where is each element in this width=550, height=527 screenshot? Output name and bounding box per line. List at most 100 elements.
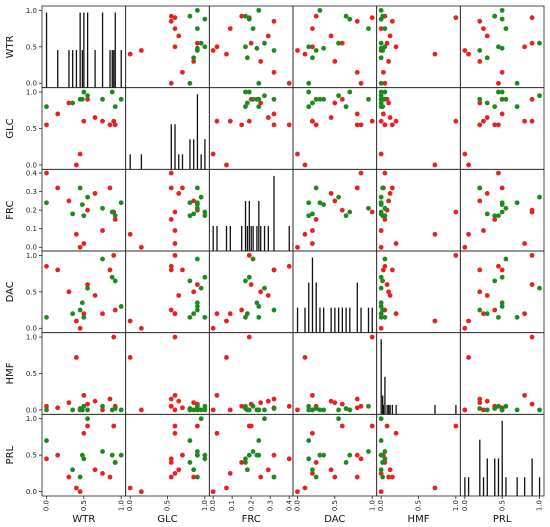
scatter-point-dac-frc-4 [210,325,216,331]
scatter-point-hmf-frc-8 [227,407,233,413]
scatter-point-frc-hmf-10 [453,209,459,215]
scatter-point-glc-wtr-7 [92,115,98,120]
histogram-bar-frc-0 [212,225,214,251]
scatter-point-frc-prl-1 [499,185,505,191]
scatter-point-wtr-prl-16 [496,44,501,50]
scatter-point-wtr-dac-20 [343,13,349,19]
histogram-bar-wtr-14 [114,12,116,88]
scatter-point-frc-wtr-5 [81,241,87,246]
scatter-point-hmf-prl-9 [477,396,483,402]
scatter-point-wtr-prl-10 [529,15,535,21]
scatter-point-dac-frc-18 [250,256,256,262]
scatter-point-wtr-glc-11 [168,13,174,19]
scatter-point-wtr-hmf-2 [386,59,392,64]
scatter-point-dac-glc-19 [202,274,208,280]
scatter-point-hmf-prl-18 [503,403,509,409]
scatter-point-hmf-dac-18 [366,403,371,409]
scatter-point-prl-glc-9 [168,474,174,480]
scatter-point-hmf-frc-7 [265,398,271,404]
scatter-point-hmf-glc-17 [198,407,204,413]
scatter-point-dac-prl-13 [484,311,490,317]
scatter-point-prl-wtr-7 [92,467,98,473]
scatter-point-prl-frc-21 [256,452,262,458]
scatter-point-frc-hmf-2 [386,198,392,204]
scatter-point-hmf-prl-12 [514,407,520,413]
scatter-point-dac-glc-13 [191,311,197,317]
scatter-point-frc-prl-21 [499,200,505,206]
scatter-point-glc-prl-5 [522,118,527,124]
scatter-point-glc-prl-4 [462,151,468,157]
scatter-point-glc-frc-16 [243,89,248,95]
scatter-point-wtr-hmf-3 [432,51,438,57]
scatter-point-glc-prl-21 [499,96,505,102]
scatter-point-hmf-frc-21 [256,407,262,413]
scatter-point-prl-dac-18 [366,449,371,454]
scatter-point-glc-wtr-18 [100,96,105,102]
histogram-bar-hmf-1 [382,395,384,415]
scatter-point-frc-dac-5 [310,241,315,246]
histogram-bar-glc-4 [178,154,180,170]
scatter-point-prl-hmf-21 [378,452,384,458]
scatter-point-glc-hmf-13 [378,100,384,106]
scatter-point-prl-glc-20 [187,460,193,465]
scatter-point-dac-hmf-2 [386,289,392,295]
scatter-point-glc-dac-13 [310,100,315,106]
scatter-point-prl-glc-8 [172,471,178,476]
scatter-point-wtr-frc-16 [243,44,248,50]
scatter-point-wtr-hmf-1 [380,69,386,75]
scatter-point-glc-hmf-21 [378,96,384,102]
scatter-point-prl-dac-15 [321,452,327,458]
scatter-point-dac-prl-2 [477,289,483,295]
scatter-point-glc-prl-8 [481,118,486,124]
x-tick-label-frc-3: 0.3 [266,500,274,511]
scatter-point-dac-prl-0 [496,263,501,269]
scatter-point-prl-frc-8 [227,471,233,476]
histogram-bar-prl-5 [494,458,496,496]
histogram-bar-glc-7 [193,139,195,170]
histogram-bar-dac-16 [371,307,373,333]
histogram-bar-frc-6 [246,225,249,251]
scatter-point-glc-frc-20 [243,104,248,110]
scatter-point-hmf-dac-3 [302,355,308,360]
x-tick-label-glc-2: 1.0 [201,500,209,511]
scatter-point-hmf-dac-12 [306,407,312,413]
scatter-point-prl-frc-17 [262,416,267,422]
scatter-point-dac-prl-4 [462,325,468,331]
x-tick-label-wtr-0: 0.0 [43,500,51,511]
scatter-point-prl-dac-14 [313,474,319,480]
scatter-point-hmf-frc-10 [246,334,252,340]
scatter-point-hmf-frc-5 [214,392,220,398]
scatter-point-frc-wtr-3 [73,231,79,237]
scatter-point-frc-wtr-4 [77,244,83,250]
cell-frame-wtr-hmf [376,5,461,89]
scatter-point-dac-wtr-8 [100,311,105,317]
scatter-point-frc-hmf-14 [380,185,386,191]
scatter-point-dac-hmf-16 [382,314,388,320]
scatter-point-hmf-wtr-0 [44,403,49,409]
scatter-point-hmf-wtr-3 [73,355,79,360]
scatter-point-glc-frc-11 [239,122,245,128]
cell-frame-dac-prl [459,250,545,334]
scatter-point-wtr-prl-15 [499,45,505,51]
scatter-point-frc-prl-11 [492,217,498,222]
scatter-point-wtr-hmf-6 [384,40,390,46]
scatter-point-dac-glc-1 [180,267,185,273]
scatter-point-glc-hmf-20 [380,104,386,110]
scatter-point-wtr-frc-11 [239,13,245,19]
scatter-point-frc-prl-16 [496,213,501,219]
scatter-point-prl-wtr-21 [118,452,124,458]
y-tick-label-dac-0: 0.0 [26,325,37,333]
scatter-point-glc-prl-14 [477,96,483,102]
scatter-point-hmf-wtr-5 [81,392,87,398]
scatter-point-frc-dac-12 [306,200,312,206]
y-tick-label-frc-2: 0.2 [26,207,37,215]
scatter-point-glc-prl-17 [537,93,542,99]
histogram-bar-hmf-7 [391,404,394,415]
cell-frame-hmf-hmf [376,332,461,415]
scatter-point-frc-wtr-0 [44,170,49,176]
scatter-point-dac-glc-14 [194,307,200,313]
scatter-point-hmf-frc-17 [262,407,267,413]
scatter-point-prl-dac-5 [310,430,315,436]
y-tick-label-hmf-0: 0.0 [26,406,37,414]
